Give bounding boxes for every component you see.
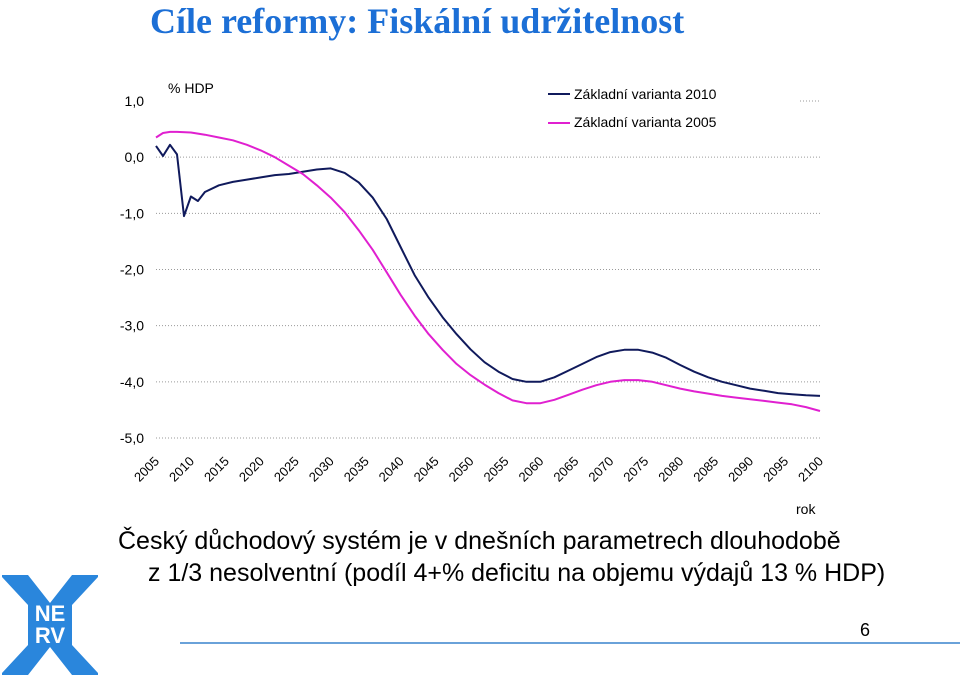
x-tick-label-2055: 2055 xyxy=(481,454,512,485)
pension-balance-chart: 1,00,0-1,0-2,0-3,0-4,0-5,0 2005 2010 2015 2… xyxy=(120,80,826,517)
x-tick-label-2020: 2020 xyxy=(236,454,267,485)
logo-text-top: NE xyxy=(35,601,66,626)
y-tick-label-1: 0,0 xyxy=(125,149,145,165)
series-lines xyxy=(155,130,821,412)
series-line-1 xyxy=(155,130,821,412)
y-tick-label-2: -1,0 xyxy=(120,205,144,221)
slide-title: Cíle reformy: Fiskální udržitelnost xyxy=(150,1,685,41)
x-tick-label-2040: 2040 xyxy=(376,454,407,485)
x-tick-label-2035: 2035 xyxy=(341,454,372,485)
body-line-2: z 1/3 nesolventní (podíl 4+% deficitu na… xyxy=(148,559,886,587)
x-axis-tick-labels: 2005 2010 2015 2020 2025 2030 2035 2040 2045 2050… xyxy=(131,454,826,485)
x-tick-label-2050: 2050 xyxy=(446,454,477,485)
y-axis-label: % HDP xyxy=(168,80,214,96)
y-tick-label-3: -2,0 xyxy=(120,262,144,278)
body-line-1: Český důchodový systém je v dnešních par… xyxy=(118,527,841,555)
y-tick-label-4: -3,0 xyxy=(120,318,144,334)
x-tick-label-2065: 2065 xyxy=(550,454,581,485)
x-tick-label-2085: 2085 xyxy=(690,454,721,485)
x-tick-label-2095: 2095 xyxy=(760,454,791,485)
x-tick-label-2010: 2010 xyxy=(166,454,197,485)
y-tick-label-6: -5,0 xyxy=(120,430,144,446)
x-tick-label-2015: 2015 xyxy=(201,454,232,485)
x-tick-label-2100: 2100 xyxy=(795,454,826,485)
x-tick-label-2090: 2090 xyxy=(725,454,756,485)
x-tick-label-2030: 2030 xyxy=(306,454,337,485)
x-tick-label-2045: 2045 xyxy=(411,454,442,485)
legend-label-series-2010: Základní varianta 2010 xyxy=(574,86,717,102)
x-tick-label-2025: 2025 xyxy=(271,454,302,485)
y-tick-label-0: 1,0 xyxy=(125,93,145,109)
legend-label-series-2005: Základní varianta 2005 xyxy=(574,114,717,130)
x-tick-label-2080: 2080 xyxy=(655,454,686,485)
footer-divider xyxy=(180,642,960,644)
grid-lines xyxy=(156,100,820,439)
y-axis-tick-labels: 1,0 0,0 -1,0 -2,0 -3,0 -4,0 -5,0 xyxy=(120,93,144,446)
x-tick-label-2075: 2075 xyxy=(620,454,651,485)
page-number: 6 xyxy=(860,620,871,640)
chart-legend: Základní varianta 2010 Základní varianta… xyxy=(548,86,717,130)
logo-text-bottom: RV xyxy=(35,623,65,648)
x-tick-label-2070: 2070 xyxy=(585,454,616,485)
nerv-logo: NE RV xyxy=(2,575,98,675)
x-axis-label: rok xyxy=(796,501,816,517)
y-tick-label-5: -4,0 xyxy=(120,374,144,390)
x-tick-label-2060: 2060 xyxy=(515,454,546,485)
slide-body-text: Český důchodový systém je v dnešních par… xyxy=(118,525,918,589)
series-line-0 xyxy=(155,143,821,397)
x-tick-label-2005: 2005 xyxy=(131,454,162,485)
